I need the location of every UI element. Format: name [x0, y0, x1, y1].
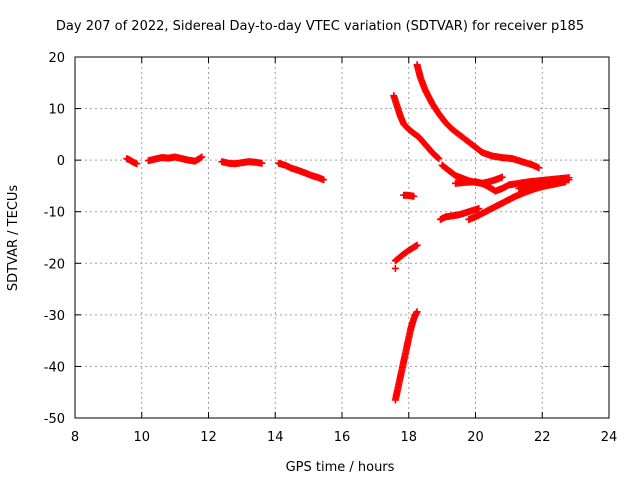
series-5 [390, 92, 443, 163]
y-tick-label: -30 [44, 309, 65, 324]
data-point [258, 159, 266, 167]
x-tick-label: 22 [534, 430, 551, 445]
x-axis-ticks: 8 10 12 14 16 18 20 22 24 [71, 57, 617, 445]
x-tick-label: 10 [133, 430, 150, 445]
series-11 [436, 205, 483, 223]
x-tick-label: 18 [400, 430, 417, 445]
x-tick-label: 24 [601, 430, 618, 445]
data-point [434, 154, 442, 162]
data-point [133, 160, 141, 168]
y-tick-label: 20 [48, 51, 65, 66]
series-1 [123, 155, 141, 168]
series-14 [391, 264, 399, 272]
y-tick-label: -40 [44, 360, 65, 375]
data-point [413, 241, 421, 249]
series-12 [400, 191, 418, 200]
data-points [123, 61, 573, 404]
series-15 [391, 308, 421, 404]
y-tick-label: 0 [57, 154, 65, 169]
data-point [320, 176, 328, 184]
y-tick-label: -20 [44, 257, 65, 272]
y-axis-label: SDTVAR / TECUs [6, 185, 21, 292]
data-point [475, 205, 483, 213]
y-tick-label: 10 [48, 103, 65, 118]
chart-title: Day 207 of 2022, Sidereal Day-to-day VTE… [55, 19, 585, 34]
y-tick-label: -50 [44, 412, 65, 427]
data-point [391, 264, 399, 272]
data-point [565, 176, 573, 184]
series-10 [515, 176, 573, 193]
y-tick-label: -10 [44, 206, 65, 221]
data-point [413, 308, 421, 316]
data-point [498, 173, 506, 181]
data-point [410, 192, 418, 200]
series-4 [275, 159, 328, 184]
y-axis-ticks: -50 -40 -30 -20 -10 0 10 20 [44, 51, 609, 427]
data-point [196, 154, 204, 162]
data-point [198, 153, 206, 161]
series-13 [391, 241, 421, 265]
x-axis-label: GPS time / hours [286, 460, 395, 475]
series-6 [413, 61, 543, 172]
series-3 [218, 158, 266, 168]
x-tick-label: 16 [334, 430, 351, 445]
x-tick-label: 8 [71, 430, 79, 445]
series-2 [144, 153, 206, 165]
data-point [435, 155, 443, 163]
grid-lines [75, 57, 609, 418]
x-tick-label: 20 [467, 430, 484, 445]
data-point [535, 164, 543, 172]
x-tick-label: 12 [200, 430, 217, 445]
x-tick-label: 14 [267, 430, 284, 445]
